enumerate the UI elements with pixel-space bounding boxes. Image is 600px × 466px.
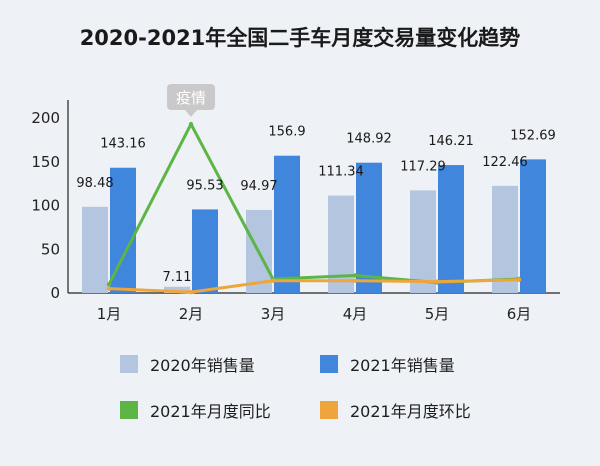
data-label-s0-5: 122.46 (482, 155, 528, 170)
line-point-s1-1 (188, 289, 194, 295)
data-label-s0-4: 117.29 (400, 159, 446, 174)
data-label-s0-0: 98.48 (76, 176, 113, 191)
legend-item-2021-yoy: 2021年月度同比 (120, 398, 320, 422)
y-tick-label-2: 100 (31, 197, 60, 215)
chart-title: 2020-2021年全国二手车月度交易量变化趋势 (79, 26, 521, 50)
legend-label-2021-sales: 2021年销售量 (350, 356, 455, 375)
data-label-s1-3: 148.92 (346, 132, 392, 147)
data-label-s1-0: 143.16 (100, 137, 146, 152)
bar-s1-5 (520, 159, 546, 293)
bar-s0-1 (164, 286, 190, 293)
x-tick-label-2: 3月 (261, 305, 286, 323)
data-label-s0-3: 111.34 (318, 165, 364, 180)
legend-swatch-2021-yoy (120, 401, 138, 419)
legend-item-2021-sales: 2021年销售量 (320, 352, 520, 376)
y-tick-label-0: 0 (50, 284, 60, 302)
x-tick-label-1: 2月 (179, 305, 204, 323)
x-tick-label-0: 1月 (97, 305, 122, 323)
legend-label-2021-yoy: 2021年月度同比 (150, 402, 271, 421)
y-tick-label-1: 50 (41, 240, 60, 258)
annotation-box-0 (167, 84, 215, 110)
data-label-s1-5: 152.69 (510, 128, 556, 143)
line-point-s1-0 (106, 286, 112, 291)
legend-item-2021-mom: 2021年月度环比 (320, 398, 520, 422)
legend-label-2021-mom: 2021年月度环比 (350, 402, 471, 421)
x-tick-label-3: 4月 (343, 305, 368, 323)
legend-swatch-2021-mom (320, 401, 338, 419)
data-label-s1-4: 146.21 (428, 134, 474, 149)
annotation-label-0: 疫情 (176, 89, 206, 107)
data-label-s0-2: 94.97 (240, 179, 277, 194)
y-tick-label-4: 200 (31, 109, 60, 127)
bar-s1-3 (356, 162, 382, 293)
line-point-s1-3 (352, 278, 358, 283)
line-point-s1-4 (434, 279, 440, 284)
bar-s1-4 (438, 165, 464, 293)
legend-label-2020-sales: 2020年销售量 (150, 356, 255, 375)
bar-s0-0 (82, 206, 108, 293)
data-label-s0-1: 7.11 (163, 270, 192, 285)
line-point-s0-3 (352, 273, 358, 278)
bar-s0-5 (492, 185, 518, 293)
legend-item-2020-sales: 2020年销售量 (120, 352, 320, 376)
legend-swatch-2021-sales (320, 355, 338, 373)
x-tick-label-4: 5月 (425, 305, 450, 323)
bar-s0-4 (410, 190, 436, 293)
data-label-s1-1: 95.53 (186, 178, 223, 193)
x-tick-label-5: 6月 (507, 305, 532, 323)
legend-swatch-2020-sales (120, 355, 138, 373)
line-series-1 (108, 278, 520, 294)
line-point-s1-5 (516, 277, 522, 283)
data-label-s1-2: 156.9 (268, 125, 305, 140)
line-point-s0-0 (106, 282, 112, 287)
chart-legend: 2020年销售量 2021年销售量 2021年月度同比 2021年月度环比 (120, 352, 540, 422)
line-point-s0-1 (188, 121, 194, 127)
annotation-pointer-0 (185, 110, 197, 117)
line-point-s1-2 (270, 278, 276, 283)
bar-s1-2 (274, 155, 300, 293)
y-tick-label-3: 150 (31, 153, 60, 171)
bar-s0-3 (328, 195, 354, 293)
bar-s1-1 (192, 209, 218, 293)
